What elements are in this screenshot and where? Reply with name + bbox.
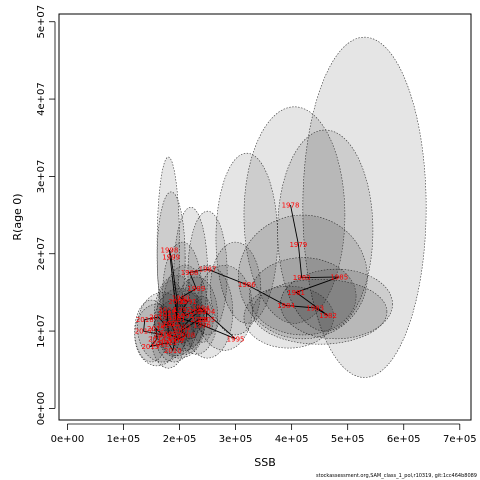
confidence-ellipse	[137, 292, 189, 363]
confidence-ellipse	[215, 152, 278, 324]
year-label: 2011	[159, 339, 177, 347]
confidence-ellipse	[252, 278, 388, 345]
year-label: 2015	[147, 325, 165, 333]
y-axis-title: R(age 0)	[11, 193, 24, 240]
confidence-ellipse	[238, 214, 368, 340]
year-label: 1981	[287, 289, 305, 297]
year-label: 2020	[157, 321, 175, 329]
confidence-ellipse	[156, 280, 186, 343]
confidence-ellipse	[280, 268, 393, 340]
y-tick-label: 3e+07	[36, 160, 47, 194]
year-label: 2010	[164, 347, 182, 355]
x-axis-title: SSB	[254, 456, 276, 469]
year-label: 1994	[192, 304, 210, 312]
year-label: 2012	[152, 341, 170, 349]
year-label: 2024	[158, 307, 176, 315]
confidence-ellipse	[243, 106, 346, 324]
year-label: 1987	[199, 266, 217, 274]
x-tick-label: 3e+05	[219, 434, 253, 445]
year-label: 2005	[198, 316, 216, 324]
year-label: 2025	[158, 310, 176, 318]
year-label: 1998	[161, 246, 179, 254]
trajectory-line-group	[143, 204, 340, 352]
x-tick-label: 2e+05	[163, 434, 197, 445]
footer-credit: stockassessment.org,SAM_class_1_pol,r103…	[316, 473, 477, 479]
y-tick-label: 5e+07	[36, 5, 47, 39]
plot-frame	[58, 13, 472, 421]
year-label: 2014	[148, 335, 166, 343]
y-tick-label: 2e+07	[36, 237, 47, 271]
confidence-ellipse	[243, 285, 334, 349]
year-label: 2022	[168, 334, 186, 342]
year-label: 1993	[176, 312, 194, 320]
year-label: 2023	[159, 331, 177, 339]
year-label: 1991	[179, 298, 197, 306]
year-label: 2009	[166, 337, 184, 345]
x-tick-label: 0e+00	[51, 434, 85, 445]
year-label: 1988	[181, 269, 199, 277]
confidence-ellipse	[277, 129, 374, 332]
year-label: 2019	[149, 314, 167, 322]
x-tick-label: 5e+05	[331, 434, 365, 445]
year-label: 2007	[172, 328, 190, 336]
x-tick-label: 4e+05	[275, 434, 309, 445]
trajectory-line	[143, 204, 340, 352]
year-label: 2001	[168, 316, 186, 324]
year-label: 2002	[173, 324, 191, 332]
year-label: 1983	[306, 304, 324, 312]
x-axis: 0e+00 1e+05 2e+05 3e+05 4e+05 5e+05 6e+05 7e+05	[51, 423, 477, 445]
year-label: 1982	[319, 312, 337, 320]
confidence-ellipse	[173, 207, 208, 340]
year-label: 1997	[168, 314, 186, 322]
x-tick-label: 6e+05	[387, 434, 421, 445]
year-label: 1984	[277, 302, 295, 310]
year-label: 1980	[293, 274, 311, 282]
y-axis: 0e+00 1e+07 2e+07 3e+07 4e+07 5e+07	[36, 5, 56, 426]
y-tick-label: 4e+07	[36, 82, 47, 116]
year-label: 1990	[172, 294, 190, 302]
confidence-ellipse	[302, 36, 427, 378]
year-label: 2018	[136, 316, 154, 324]
year-label: 2000	[168, 298, 186, 306]
year-label: 1986	[238, 281, 256, 289]
year-label: 2004	[198, 308, 216, 316]
year-label: 2008	[177, 331, 195, 339]
confidence-ellipse	[196, 265, 253, 351]
x-tick-label: 1e+05	[107, 434, 141, 445]
year-label: 1992	[173, 306, 191, 314]
year-label: 2016	[154, 331, 172, 339]
year-label: 1996	[193, 321, 211, 329]
year-label: 1995	[227, 335, 245, 343]
year-label: 2017	[135, 328, 153, 336]
year-label: 2003	[189, 308, 207, 316]
y-tick-label: 1e+07	[36, 314, 47, 348]
year-label: 1989	[187, 285, 205, 293]
year-label: 2006	[190, 316, 208, 324]
y-tick-label: 0e+00	[36, 392, 47, 426]
year-label: 1999	[162, 253, 180, 261]
year-label: 1985	[330, 273, 348, 281]
year-label: 1978	[282, 202, 300, 210]
year-label: 2021	[162, 320, 180, 328]
year-label: 1979	[289, 241, 307, 249]
x-tick-label: 7e+05	[443, 434, 477, 445]
year-label: 2013	[141, 343, 159, 351]
